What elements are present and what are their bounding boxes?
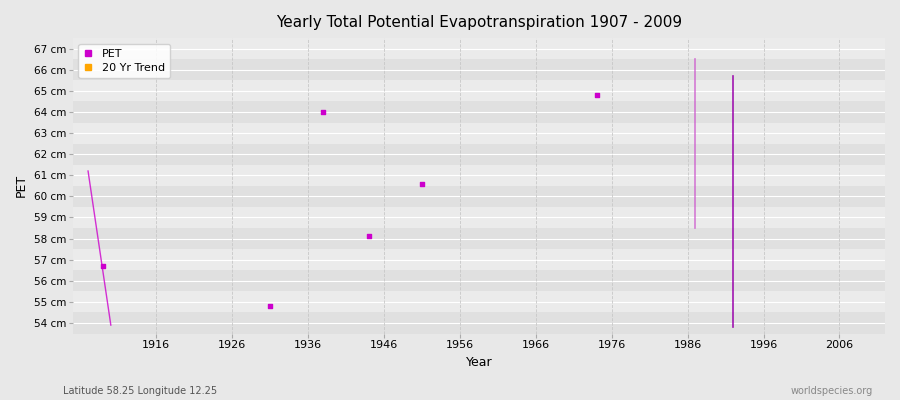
Bar [73, 312, 885, 334]
Bar [73, 59, 885, 80]
Point [590, 92, 604, 98]
Bar [73, 291, 885, 312]
X-axis label: Year: Year [465, 356, 492, 369]
Bar [73, 270, 885, 291]
Point [362, 233, 376, 240]
Point [316, 109, 330, 115]
Legend: PET, 20 Yr Trend: PET, 20 Yr Trend [78, 44, 170, 78]
Point [415, 180, 429, 187]
Text: worldspecies.org: worldspecies.org [791, 386, 873, 396]
Bar [73, 207, 885, 228]
Bar [73, 186, 885, 207]
Bar [73, 165, 885, 186]
Bar [73, 249, 885, 270]
Point [96, 263, 111, 269]
Point [263, 303, 277, 309]
Bar [73, 228, 885, 249]
Bar [73, 38, 885, 59]
Text: Latitude 58.25 Longitude 12.25: Latitude 58.25 Longitude 12.25 [63, 386, 217, 396]
Title: Yearly Total Potential Evapotranspiration 1907 - 2009: Yearly Total Potential Evapotranspiratio… [276, 15, 682, 30]
Bar [73, 80, 885, 102]
Bar [73, 144, 885, 165]
Bar [73, 102, 885, 122]
Bar [73, 122, 885, 144]
Y-axis label: PET: PET [15, 174, 28, 197]
